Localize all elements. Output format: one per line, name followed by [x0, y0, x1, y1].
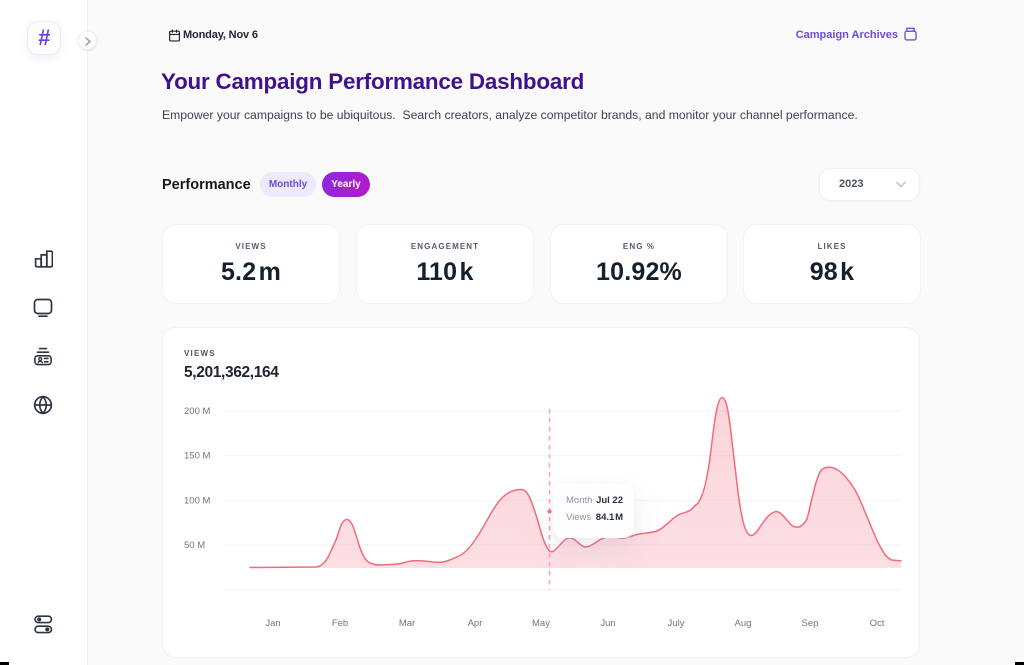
- svg-text:July: July: [668, 618, 685, 629]
- svg-text:Jun: Jun: [600, 618, 615, 629]
- svg-text:Mar: Mar: [399, 618, 415, 629]
- svg-text:50 M: 50 M: [184, 540, 205, 551]
- svg-text:150 M: 150 M: [184, 451, 210, 462]
- svg-text:Feb: Feb: [332, 618, 348, 629]
- svg-text:May: May: [532, 618, 550, 629]
- svg-text:Jan: Jan: [265, 618, 280, 629]
- svg-text:Apr: Apr: [468, 618, 483, 629]
- svg-text:200 M: 200 M: [184, 406, 210, 417]
- svg-text:100 M: 100 M: [184, 495, 210, 506]
- svg-text:Aug: Aug: [735, 618, 752, 629]
- svg-text:Sep: Sep: [802, 618, 819, 629]
- svg-text:Oct: Oct: [870, 618, 885, 629]
